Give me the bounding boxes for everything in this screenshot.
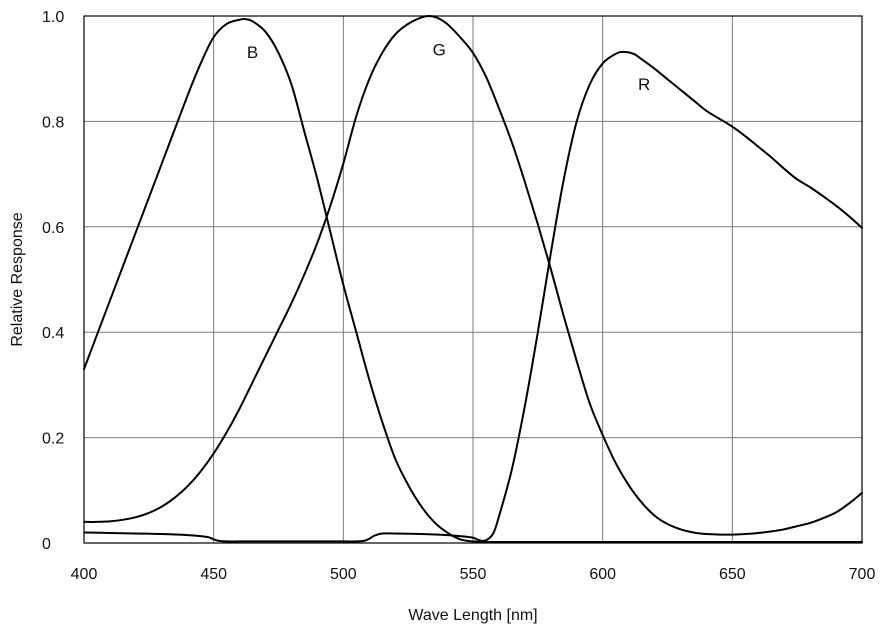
- x-axis-title: Wave Length [nm]: [408, 607, 537, 624]
- x-tick-label: 450: [200, 566, 227, 583]
- curve-label-b: B: [247, 43, 258, 62]
- curve-labels: B G R: [247, 41, 650, 94]
- series-line-g: [83, 15, 863, 536]
- x-tick-label: 500: [330, 566, 357, 583]
- x-tick-label: 700: [849, 566, 876, 583]
- y-tick-label: 0.2: [42, 431, 64, 448]
- series-group: [83, 15, 863, 543]
- x-tick-label: 600: [589, 566, 616, 583]
- series-line-r: [83, 50, 863, 543]
- y-tick-label: 0.4: [42, 325, 64, 342]
- tick-labels: 400 450 500 550 600 650 700 0 0.2 0.4 0.6 0.8 1.0: [42, 9, 875, 583]
- x-tick-label: 650: [719, 566, 746, 583]
- grid: [84, 16, 862, 543]
- y-tick-label: 1.0: [42, 9, 64, 26]
- series-line-b: [83, 18, 863, 543]
- y-tick-label: 0.8: [42, 114, 64, 131]
- y-tick-label: 0.6: [42, 220, 64, 237]
- y-axis-title: Relative Response: [9, 212, 26, 346]
- x-tick-label: 400: [71, 566, 98, 583]
- x-tick-label: 550: [460, 566, 487, 583]
- curve-label-g: G: [433, 41, 446, 60]
- curve-label-r: R: [638, 75, 650, 94]
- plot-frame: [83, 15, 863, 544]
- y-tick-label: 0: [42, 536, 51, 553]
